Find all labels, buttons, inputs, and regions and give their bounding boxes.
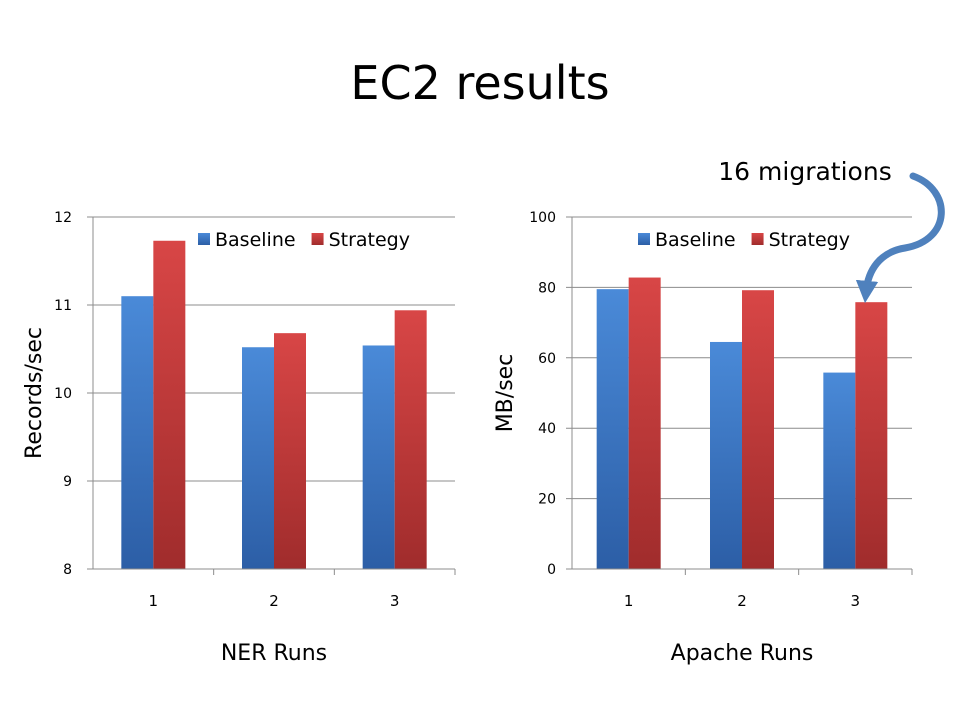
bar-strategy-3 [394, 310, 427, 569]
y-tick-label: 100 [529, 210, 556, 226]
x-tick-label: 1 [624, 592, 634, 610]
x-tick-label: 1 [149, 592, 159, 610]
x-axis-title: Apache Runs [671, 641, 814, 666]
y-axis-title: Records/sec [22, 327, 47, 459]
legend-label-baseline: Baseline [215, 229, 296, 251]
legend-label-baseline: Baseline [655, 229, 736, 251]
slide-title: EC2 results [350, 56, 610, 110]
x-tick-label: 2 [269, 592, 279, 610]
y-tick-label: 11 [54, 298, 72, 314]
bar-baseline-1 [596, 289, 629, 569]
y-tick-label: 8 [63, 562, 72, 578]
x-tick-label: 3 [390, 592, 400, 610]
bar-baseline-2 [242, 347, 274, 569]
legend: Baseline Strategy [638, 229, 850, 251]
x-axis-title: NER Runs [221, 641, 327, 666]
x-tick-label: 2 [737, 592, 747, 610]
bar-strategy-1 [153, 240, 186, 569]
bar-strategy-3 [855, 302, 888, 569]
y-tick-label: 12 [54, 210, 72, 226]
bar-strategy-2 [274, 333, 306, 569]
bar-baseline-2 [710, 341, 742, 569]
bar-baseline-3 [823, 372, 856, 569]
y-tick-label: 80 [538, 280, 556, 296]
y-axis-title: MB/sec [493, 354, 518, 433]
y-tick-label: 0 [547, 562, 556, 578]
bar-strategy-2 [742, 290, 774, 569]
migrations-annotation: 16 migrations [718, 157, 892, 186]
apache-chart: 0 20 40 60 80 100 1 2 3 Apache Runs MB/sec Baseline… [493, 210, 913, 666]
y-tick-label: 60 [538, 351, 556, 367]
legend-label-strategy: Strategy [769, 229, 850, 251]
legend-swatch-baseline [198, 233, 210, 245]
bar-strategy-1 [628, 277, 661, 569]
x-tick-label: 3 [851, 592, 861, 610]
bar-baseline-3 [362, 345, 395, 569]
y-tick-label: 20 [538, 492, 556, 508]
legend-swatch-baseline [638, 233, 650, 245]
legend-swatch-strategy [311, 233, 324, 245]
legend: Baseline Strategy [198, 229, 410, 251]
y-tick-label: 9 [63, 474, 72, 490]
bar-baseline-1 [121, 296, 154, 569]
legend-swatch-strategy [751, 233, 764, 245]
y-tick-label: 40 [538, 421, 556, 437]
curved-arrow-icon [855, 172, 945, 304]
y-tick-label: 10 [54, 386, 72, 402]
legend-label-strategy: Strategy [329, 229, 410, 251]
